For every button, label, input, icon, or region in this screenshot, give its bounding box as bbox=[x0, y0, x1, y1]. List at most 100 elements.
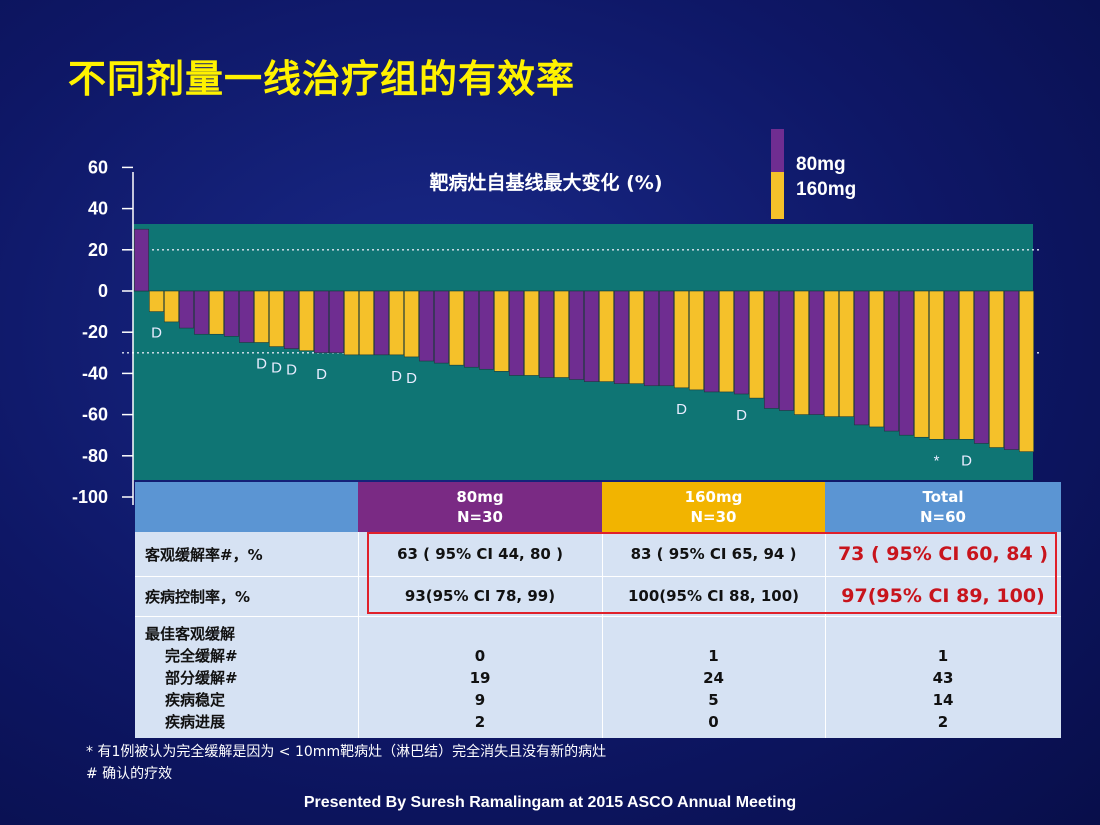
header-160mg: 160mg N=30 bbox=[602, 482, 825, 532]
bar-80mg bbox=[433, 290, 449, 364]
bar-160mg bbox=[928, 290, 944, 440]
bar-80mg bbox=[898, 290, 914, 436]
bar-80mg bbox=[418, 290, 434, 362]
bar-160mg bbox=[1018, 290, 1034, 452]
bar-80mg bbox=[643, 290, 659, 387]
bar-80mg bbox=[778, 290, 794, 411]
y-tick-label: -100 bbox=[72, 487, 108, 507]
header-160mg-n: N=30 bbox=[690, 508, 737, 526]
y-tick-label: 20 bbox=[88, 240, 108, 260]
death-marker: D bbox=[256, 356, 267, 373]
bar-80mg bbox=[508, 290, 524, 376]
death-marker: D bbox=[391, 368, 402, 385]
best-response-pd-label: 疾病进展 bbox=[165, 713, 226, 731]
best-response-sd-label: 疾病稳定 bbox=[165, 691, 226, 709]
dcr-total: 97(95% CI 89, 100) bbox=[841, 585, 1045, 607]
bar-80mg bbox=[134, 228, 150, 292]
bar-80mg bbox=[658, 290, 674, 387]
header-80mg-n: N=30 bbox=[457, 508, 503, 526]
cr-80mg: 0 bbox=[474, 647, 486, 665]
bar-160mg bbox=[718, 290, 734, 393]
bar-160mg bbox=[298, 290, 314, 352]
y-tick-label: 40 bbox=[88, 199, 108, 219]
pd-160mg: 0 bbox=[708, 713, 719, 731]
presented-by: Presented By Suresh Ramalingam at 2015 A… bbox=[303, 794, 797, 811]
grid-line bbox=[825, 532, 826, 738]
header-160mg-label: 160mg bbox=[684, 488, 743, 506]
bar-160mg bbox=[598, 290, 614, 382]
bar-160mg bbox=[358, 290, 374, 356]
pr-80mg: 19 bbox=[469, 669, 491, 687]
y-tick-label: 0 bbox=[98, 281, 108, 301]
orr-total: 73 ( 95% CI 60, 84 ) bbox=[837, 543, 1049, 565]
footnote-confirmed: # 确认的疗效 bbox=[86, 766, 173, 782]
best-response-80mg: 0 19 9 2 bbox=[358, 645, 602, 733]
header-total: Total N=60 bbox=[825, 482, 1061, 532]
bar-160mg bbox=[688, 290, 704, 391]
bar-80mg bbox=[328, 290, 344, 354]
bar-80mg bbox=[763, 290, 779, 409]
bar-80mg bbox=[703, 290, 719, 393]
pd-80mg: 2 bbox=[474, 713, 486, 731]
bar-160mg bbox=[838, 290, 854, 417]
bar-160mg bbox=[748, 290, 764, 399]
bar-160mg bbox=[493, 290, 509, 372]
bar-160mg bbox=[868, 290, 884, 428]
bar-160mg bbox=[553, 290, 569, 378]
best-response-title: 最佳客观缓解 bbox=[145, 625, 236, 643]
legend-label-160mg: 160mg bbox=[796, 179, 856, 200]
highlight-box bbox=[367, 532, 1057, 614]
bar-160mg bbox=[673, 290, 689, 389]
pd-total: 2 bbox=[937, 713, 949, 731]
bar-160mg bbox=[628, 290, 644, 384]
death-marker: D bbox=[961, 452, 972, 469]
bar-160mg bbox=[209, 290, 225, 335]
header-blank bbox=[135, 482, 358, 532]
bar-160mg bbox=[913, 290, 929, 438]
death-marker: D bbox=[736, 407, 747, 424]
bar-160mg bbox=[523, 290, 539, 376]
bar-80mg bbox=[1003, 290, 1019, 450]
best-response-cr-label: 完全缓解# bbox=[165, 647, 238, 665]
legend-swatch-80mg bbox=[771, 129, 784, 172]
legend-swatch-160mg bbox=[771, 172, 784, 219]
footnote-cr: * 有1例被认为完全缓解是因为 < 10mm靶病灶（淋巴结）完全消失且没有新的病… bbox=[86, 744, 607, 760]
orr-80mg: 63 ( 95% CI 44, 80 ) bbox=[397, 545, 563, 563]
bar-160mg bbox=[254, 290, 270, 343]
bar-80mg bbox=[883, 290, 899, 432]
sd-80mg: 9 bbox=[474, 691, 486, 709]
bar-160mg bbox=[149, 290, 165, 312]
grid-line bbox=[358, 532, 359, 738]
bar-80mg bbox=[239, 290, 255, 343]
bar-160mg bbox=[343, 290, 359, 356]
header-80mg-label: 80mg bbox=[456, 488, 504, 506]
cr-total: 1 bbox=[937, 647, 949, 665]
legend-label-80mg: 80mg bbox=[796, 154, 846, 175]
bar-80mg bbox=[853, 290, 869, 426]
best-response-pr-label: 部分缓解# bbox=[165, 669, 238, 687]
response-table: 80mg N=30 160mg N=30 Total N=60 客观缓解率#，%… bbox=[135, 482, 1061, 738]
cr-160mg: 1 bbox=[708, 647, 719, 665]
death-marker: D bbox=[286, 362, 297, 379]
chart-title: 靶病灶自基线最大变化 (%) bbox=[429, 171, 662, 194]
pr-total: 43 bbox=[932, 669, 954, 687]
bar-80mg bbox=[478, 290, 494, 370]
death-marker: D bbox=[316, 366, 327, 383]
pr-160mg: 24 bbox=[703, 669, 724, 687]
sd-total: 14 bbox=[932, 691, 954, 709]
y-tick-label: 60 bbox=[88, 157, 108, 177]
grid-line bbox=[602, 532, 603, 738]
bar-80mg bbox=[973, 290, 989, 444]
bar-80mg bbox=[179, 290, 195, 329]
bar-80mg bbox=[583, 290, 599, 382]
dcr-80mg: 93(95% CI 78, 99) bbox=[404, 587, 556, 605]
bar-80mg bbox=[613, 290, 629, 384]
best-response-labels: 最佳客观缓解 完全缓解# 部分缓解# 疾病稳定 疾病进展 bbox=[145, 623, 355, 733]
bar-160mg bbox=[793, 290, 809, 415]
row-label-orr: 客观缓解率#，% bbox=[145, 545, 263, 564]
bar-160mg bbox=[958, 290, 974, 440]
y-tick-label: -60 bbox=[82, 405, 108, 425]
sd-160mg: 5 bbox=[708, 691, 719, 709]
bar-80mg bbox=[194, 290, 210, 335]
